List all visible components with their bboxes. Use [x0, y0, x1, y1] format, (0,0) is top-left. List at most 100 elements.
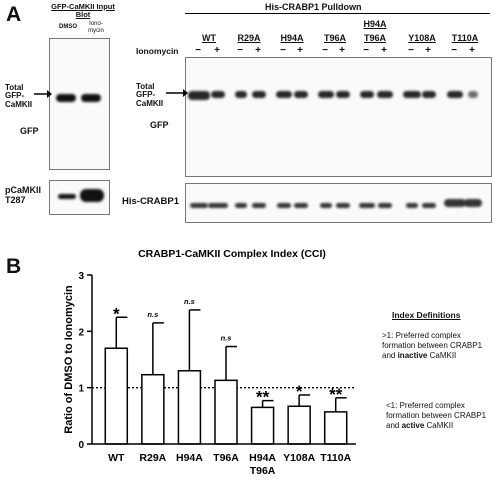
his-crabp1-band	[464, 199, 482, 207]
his-crabp1-band	[190, 203, 208, 208]
pulldown-title: His-CRABP1 Pulldown	[265, 2, 362, 12]
input-band-iono	[81, 94, 101, 102]
mutant-label-wt: WT	[202, 33, 216, 43]
input-blot-title: GFP-CaMKII Input Blot	[51, 2, 115, 20]
ionomycin-sign-minus: −	[451, 45, 457, 56]
x-tick-label: T96A	[213, 452, 239, 464]
pulldown-gfp-band	[422, 91, 436, 98]
pulldown-title-rule	[185, 13, 490, 14]
ionomycin-sign-plus: +	[255, 45, 261, 56]
pulldown-gfp-band	[235, 91, 247, 98]
his-crabp1-band	[320, 203, 332, 208]
x-tick-label: T110A	[320, 452, 351, 464]
pulldown-gfp-band	[336, 91, 350, 98]
x-tick-label: WT	[108, 452, 125, 464]
y-tick-label: 1	[78, 384, 84, 395]
ionomycin-sign-plus: +	[339, 45, 345, 56]
left-gfp-label: GFP	[20, 126, 39, 136]
right-arrow-icon	[166, 89, 188, 97]
index-definition-1: >1: Preferred complex formation between …	[382, 331, 494, 361]
pcamkii-label: pCaMKII T287	[5, 185, 41, 205]
his-crabp1-band	[252, 203, 266, 208]
his-crabp1-band	[336, 203, 350, 208]
bar	[250, 406, 275, 445]
ionomycin-sign-minus: −	[237, 45, 243, 56]
bar	[141, 373, 165, 445]
pulldown-gfp-band	[276, 91, 292, 98]
index-definitions-title: Index Definitions	[392, 310, 461, 320]
significance-label: n.s	[221, 334, 232, 343]
bar	[104, 347, 129, 445]
mutant-label-y108a: Y108A	[408, 33, 436, 43]
mutant-label-t110a: T110A	[451, 33, 479, 43]
input-band-dmso	[56, 94, 76, 102]
ionomycin-sign-plus: +	[381, 45, 387, 56]
his-crabp1-band	[235, 203, 247, 208]
ionomycin-sign-minus: −	[363, 45, 369, 56]
mutant-label-r29a: R29A	[237, 33, 261, 43]
his-crabp1-band	[294, 203, 308, 208]
input-iono-label: Iono-mycin	[88, 21, 104, 34]
mutant-label-t96a: T96A	[323, 33, 346, 43]
his-crabp1-band	[378, 203, 392, 208]
significance-label: **	[256, 388, 270, 407]
pulldown-gfp-band	[447, 91, 463, 98]
his-crabp1-label: His-CRABP1	[122, 196, 180, 207]
pulldown-gfp-band	[468, 91, 478, 98]
his-crabp1-band	[406, 203, 418, 208]
y-tick-label: 2	[78, 327, 84, 338]
x-tick-label: H94A	[176, 452, 203, 464]
right-gfp-label: GFP	[150, 120, 169, 130]
def2-suffix: CaMKII	[424, 421, 454, 430]
right-total-gfp-label: Total GFP-CaMKII	[136, 82, 164, 108]
x-tick-label: H94A	[249, 452, 276, 464]
pulldown-gfp-band	[188, 91, 210, 100]
pulldown-gfp-band	[318, 91, 334, 98]
x-tick-label: Y108A	[283, 452, 316, 464]
index-definition-2: <1: Preferred complex formation between …	[386, 401, 494, 431]
ionomycin-sign-plus: +	[214, 45, 220, 56]
bar	[323, 411, 348, 445]
y-tick-label: 3	[78, 271, 84, 282]
his-crabp1-band	[422, 203, 436, 208]
chart-title: CRABP1-CaMKII Complex Index (CCI)	[138, 248, 326, 260]
panel-b-letter: B	[6, 255, 22, 278]
mutant-label-h94a: H94A	[280, 33, 304, 43]
ionomycin-sign-minus: −	[322, 45, 328, 56]
def1-bold: inactive	[397, 351, 428, 360]
significance-label: *	[113, 304, 120, 323]
x-tick-label: R29A	[139, 452, 166, 464]
panel-a-letter: A	[6, 3, 22, 26]
significance-label: n.s	[147, 310, 158, 319]
def2-bold: active	[401, 421, 425, 430]
ionomycin-sign-plus: +	[469, 45, 475, 56]
his-crabp1-band	[277, 203, 291, 208]
pulldown-gfp-band	[294, 91, 308, 98]
def2-prefix: <1: Preferred complex formation between …	[386, 401, 487, 430]
def1-prefix: >1: Preferred complex formation between …	[382, 331, 483, 360]
his-crabp1-band	[208, 203, 228, 208]
left-arrow-icon	[34, 90, 52, 98]
pulldown-gfp-blot	[185, 57, 492, 177]
x-tick-label: T96A	[250, 465, 276, 477]
pulldown-gfp-band	[211, 91, 225, 98]
ionomycin-sign-minus: −	[280, 45, 286, 56]
mutant-label-h94a-t96a: H94A T96A	[363, 19, 387, 43]
y-axis-label: Ratio of DMSO to Ionomycin	[63, 285, 75, 434]
ionomycin-sign-plus: +	[297, 45, 303, 56]
his-crabp1-band	[444, 199, 466, 207]
input-dmso-label: DMSO	[59, 24, 77, 30]
input-gfp-blot	[49, 38, 110, 170]
pcamkii-band-dmso	[58, 194, 76, 199]
pcamkii-blot	[49, 180, 110, 215]
left-total-gfp-label: Total GFP-CaMKII	[5, 83, 33, 109]
significance-label: *	[296, 382, 303, 401]
def1-suffix: CaMKII	[427, 351, 457, 360]
pulldown-gfp-band	[252, 91, 266, 98]
y-tick-label: 0	[78, 440, 84, 451]
significance-label: n.s	[184, 297, 195, 306]
bar	[177, 370, 202, 445]
his-crabp1-blot	[185, 183, 492, 223]
significance-label: **	[329, 385, 343, 404]
pcamkii-band-iono	[80, 189, 104, 202]
